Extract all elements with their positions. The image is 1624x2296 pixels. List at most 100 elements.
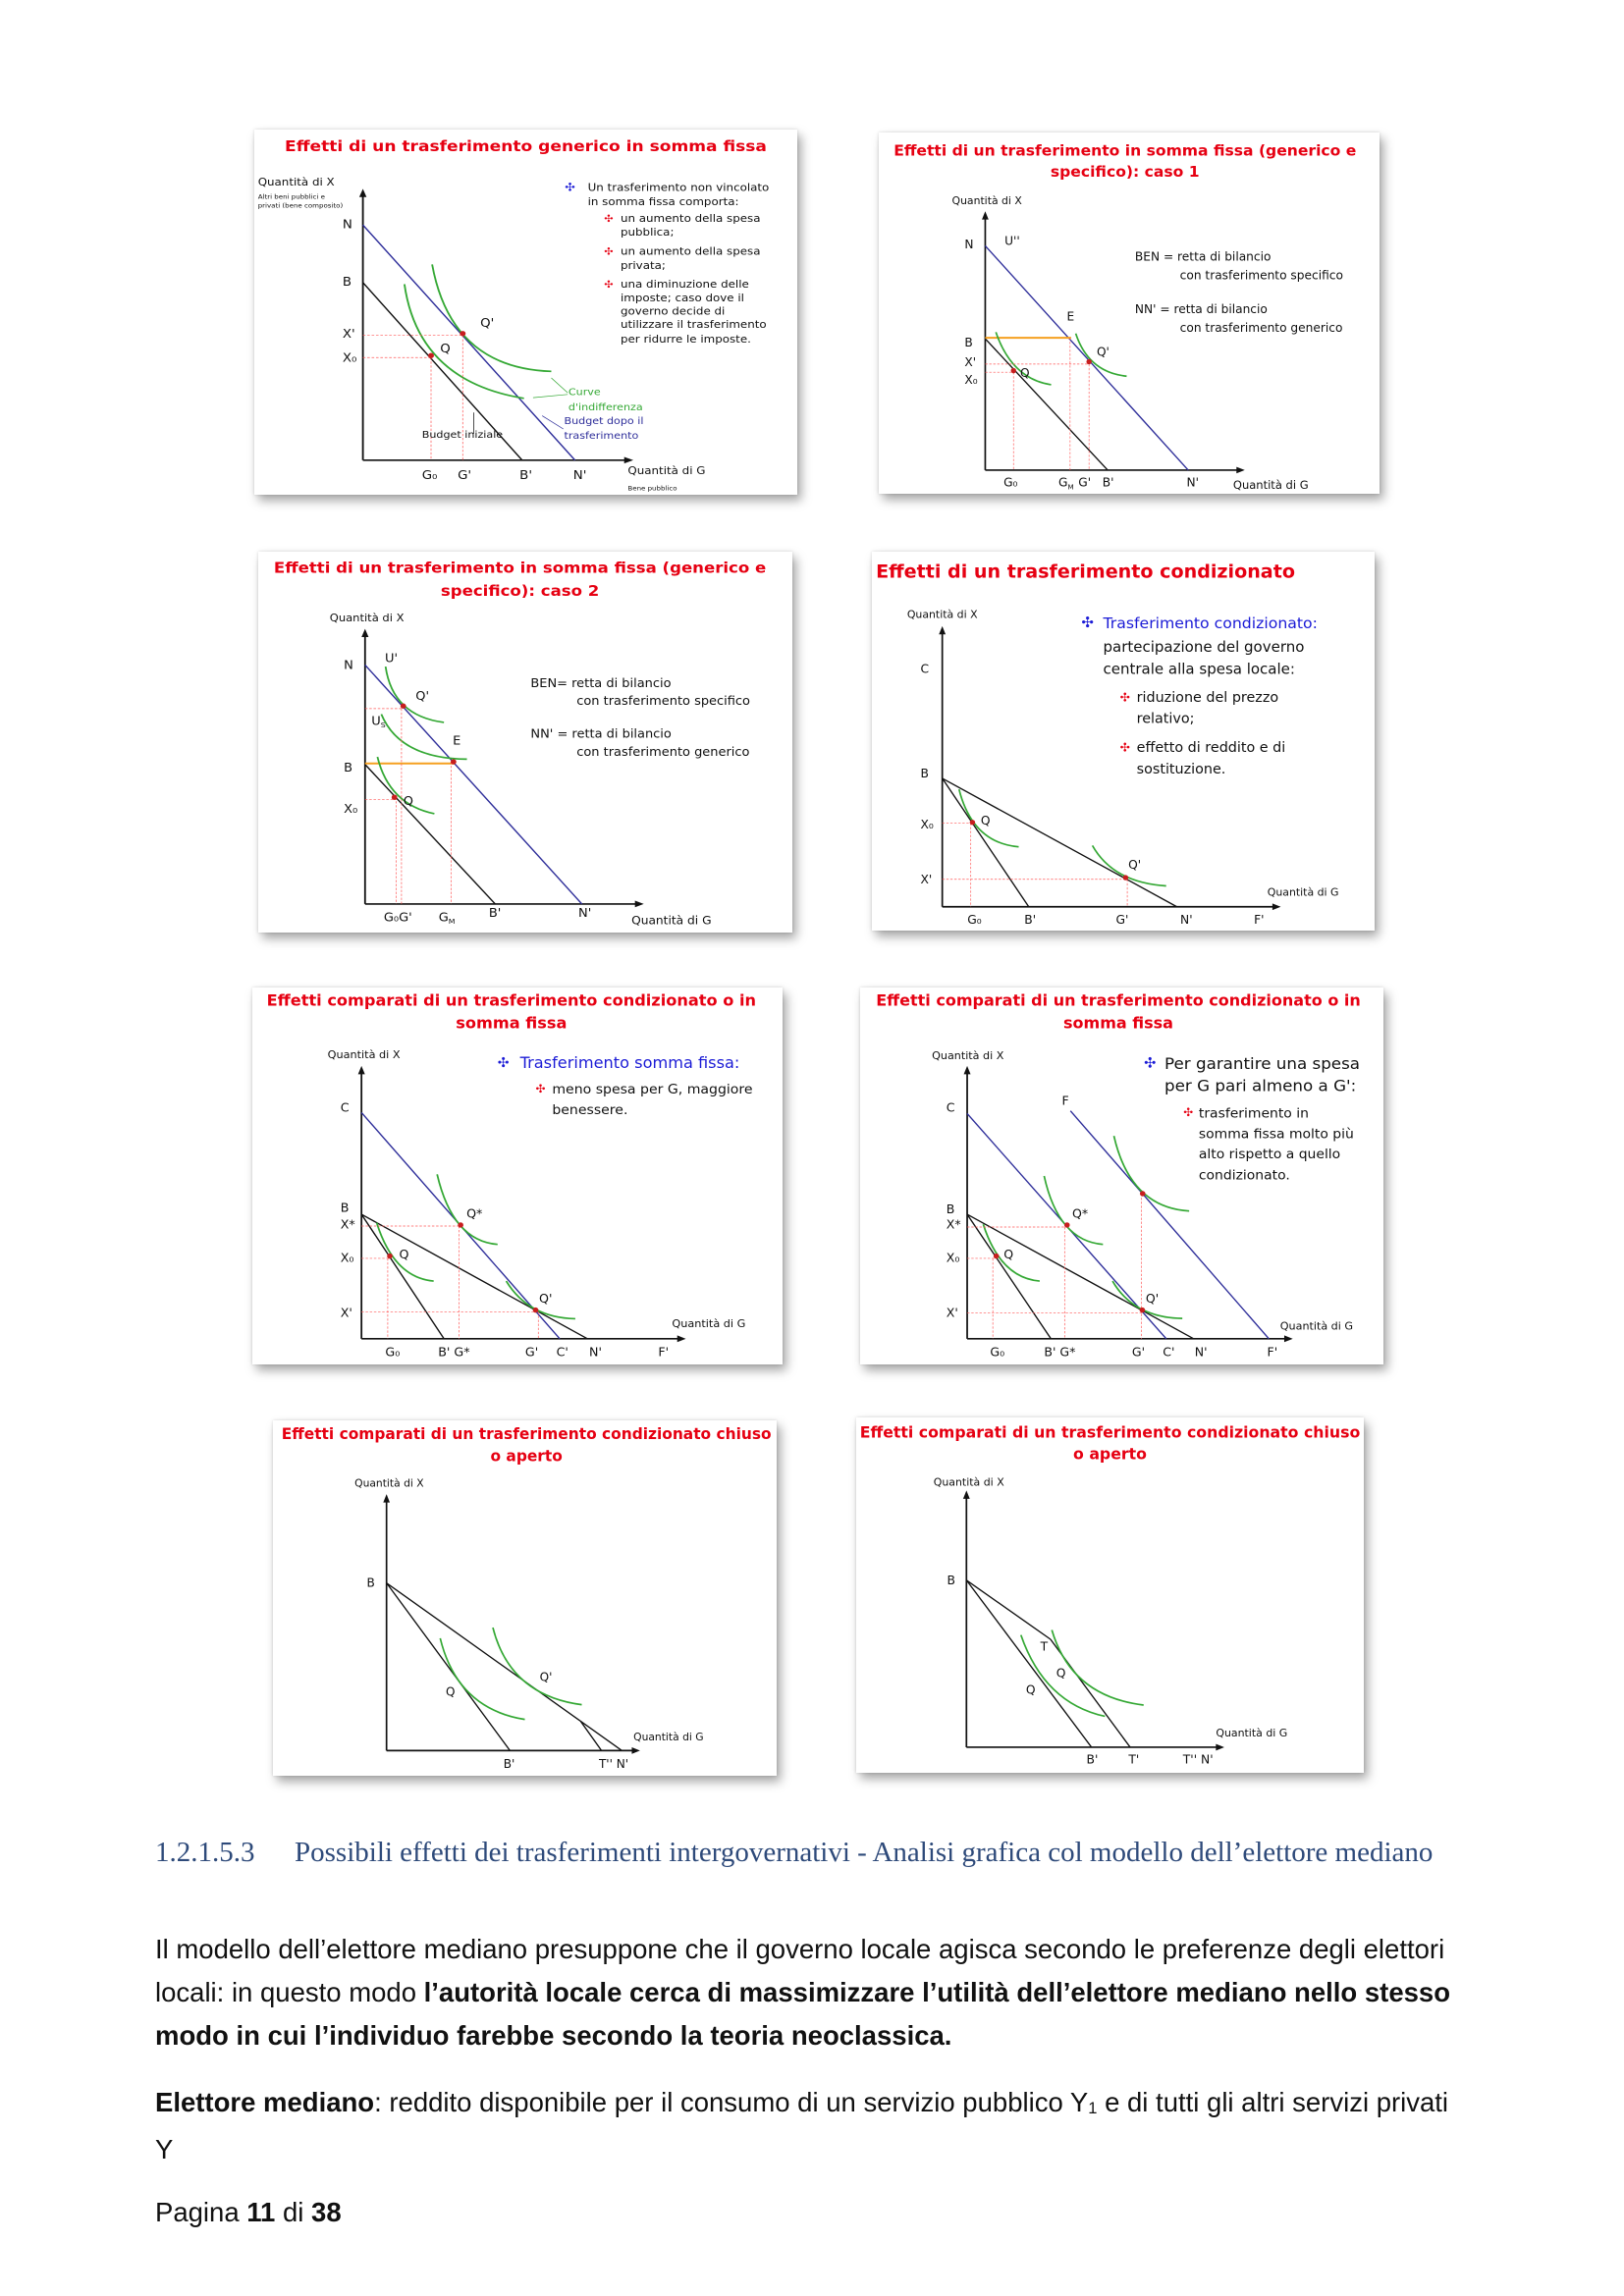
point-label: C — [920, 663, 929, 676]
indifference-curve — [492, 1627, 582, 1706]
slide-note: condizionato. — [1199, 1168, 1290, 1184]
indifference-curve — [1091, 844, 1166, 887]
axis-label: Quantità di X — [328, 1048, 401, 1061]
axis-label: Quantità di G — [1233, 478, 1309, 492]
point-label: F — [1062, 1095, 1069, 1108]
slide-chiuso-aperto-2: Effetti comparati di un trasferimento co… — [856, 1417, 1364, 1773]
section-title: Possibili effetti dei trasferimenti inte… — [295, 1837, 1434, 1868]
bullet-icon: ✣ — [604, 279, 613, 290]
budget-line — [362, 282, 523, 461]
annotation-pointer — [541, 415, 564, 430]
point-label: T' — [1127, 1753, 1139, 1767]
axis-label: Quantità di G — [1216, 1727, 1287, 1739]
point-label: Q — [981, 814, 991, 828]
point-label: X₀ — [947, 1251, 960, 1264]
point-label: Q — [1003, 1248, 1013, 1261]
diagram: Effetti comparati di un trasferimento co… — [282, 1425, 772, 1772]
slide-title: Effetti di un trasferimento condizionato — [876, 561, 1295, 582]
slide-note: per ridurre le imposte. — [621, 333, 751, 345]
slide-note: partecipazione del governo — [1104, 638, 1305, 656]
point-label: G₀ — [422, 468, 438, 482]
point-label: B' — [1087, 1753, 1099, 1767]
label-subscript: S — [381, 721, 386, 729]
point-label: G' — [1132, 1346, 1145, 1360]
slide-note: Trasferimento somma fissa: — [519, 1053, 740, 1072]
budget-line — [984, 338, 1109, 471]
slide-note: governo decide di — [621, 305, 725, 317]
slide-note: BEN= retta di bilancio — [530, 675, 671, 689]
point-label: N' — [1180, 913, 1193, 927]
x-axis-arrow-icon — [623, 456, 633, 464]
slide-note: centrale alla spesa locale: — [1104, 661, 1295, 678]
axis-label: Quantità di G — [631, 914, 712, 927]
y-axis-arrow-icon — [963, 1065, 971, 1075]
budget-line — [364, 764, 496, 905]
budget-line-blue — [1069, 1110, 1270, 1340]
paragraph-median-voter-definition: Elettore mediano: reddito disponibile pe… — [155, 2081, 1471, 2171]
axis-label: Quantità di G — [1280, 1319, 1353, 1332]
total-pages: 38 — [311, 2197, 342, 2227]
point-label: B' — [1103, 476, 1114, 490]
point-label: C' — [1163, 1346, 1174, 1360]
point-label: Q' — [415, 689, 429, 703]
slide-somma-fissa-caso-2: Effetti di un trasferimento in somma fis… — [258, 552, 792, 933]
slide-note: somma fissa molto più — [1199, 1127, 1354, 1143]
point-label: B' — [519, 468, 532, 482]
point-label: B — [947, 1202, 955, 1216]
bullet-icon: ✣ — [1120, 690, 1130, 704]
indifference-curve — [431, 264, 552, 373]
point-label: Q — [440, 342, 451, 355]
budget-line — [965, 1579, 1052, 1640]
slide-title: o aperto — [1073, 1444, 1147, 1463]
point-label: US — [371, 714, 386, 729]
point-label: B' — [489, 905, 501, 919]
diagram: Effetti di un trasferimento condizionato… — [876, 561, 1339, 927]
equilibrium-point — [391, 794, 398, 800]
bullet-icon: ✣ — [535, 1082, 545, 1095]
point-label: G' — [1078, 476, 1091, 490]
slide-note: NN' = retta di bilancio — [1135, 302, 1268, 316]
equilibrium-point — [1086, 358, 1092, 365]
equilibrium-point — [1063, 1222, 1070, 1228]
bullet-icon: ✣ — [498, 1055, 510, 1071]
bullet-icon: ✣ — [604, 246, 613, 257]
slide-title: specifico): caso 1 — [1051, 163, 1200, 181]
slide-note: Per garantire una spesa — [1164, 1054, 1360, 1073]
slide-note: un aumento della spesa — [621, 212, 761, 224]
slide-chiuso-aperto-1: Effetti comparati di un trasferimento co… — [273, 1420, 777, 1776]
point-label: T — [1040, 1640, 1049, 1654]
axis-label: Quantità di G — [1268, 886, 1339, 899]
slide-note: Un trasferimento non vincolato — [588, 182, 770, 193]
equilibrium-point — [450, 759, 457, 765]
indifference-curve — [376, 756, 435, 815]
label-subscript: M — [1067, 482, 1073, 491]
slide-note: BEN = retta di bilancio — [1135, 250, 1272, 264]
point-label: N' — [573, 468, 587, 482]
slide-title: somma fissa — [1063, 1014, 1173, 1033]
indifference-curve — [1019, 1634, 1106, 1718]
paragraph-median-voter-model: Il modello dell’elettore mediano presupp… — [155, 1928, 1471, 2057]
axis-label: Quantità di X — [330, 612, 405, 624]
point-label: Budget dopo il — [564, 415, 643, 426]
budget-line-blue — [984, 244, 1189, 471]
point-label: B — [344, 761, 352, 774]
point-label: Curve — [568, 387, 601, 398]
point-label: B — [964, 336, 972, 349]
budget-line-blue — [362, 224, 576, 461]
slide-title: specifico): caso 2 — [441, 582, 599, 600]
label-subscript: M — [449, 917, 456, 926]
point-label: d'indifferenza — [568, 401, 643, 412]
current-page: 11 — [246, 2197, 276, 2227]
bullet-icon: ✣ — [1183, 1105, 1193, 1119]
point-label: N' — [1195, 1346, 1208, 1360]
point-label: Q* — [1072, 1207, 1088, 1221]
point-label: E — [453, 733, 460, 747]
slide-note: privata; — [621, 259, 666, 271]
equilibrium-point — [460, 331, 466, 337]
axis-label: Quantità di X — [952, 194, 1023, 207]
point-label: E — [1066, 309, 1074, 323]
paragraph-bold-text: l’autorità locale cerca di massimizzare … — [155, 1977, 1451, 2051]
indifference-curve — [995, 332, 1052, 386]
point-label: G₀G' — [384, 910, 412, 924]
slide-title: o aperto — [490, 1448, 563, 1466]
